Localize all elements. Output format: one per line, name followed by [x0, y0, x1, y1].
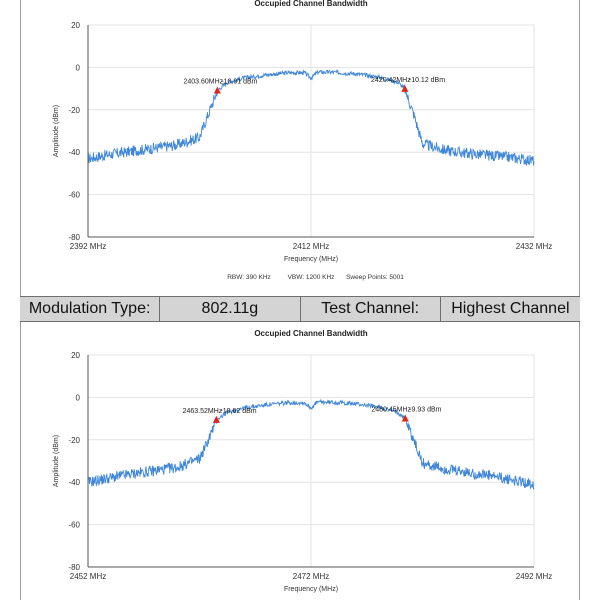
marker-frequency-label: 2463.52MHz	[183, 408, 223, 415]
x-tick-label: 2492 MHz	[516, 572, 552, 581]
bandwidth-marker-1	[213, 86, 221, 94]
x-tick-label: 2452 MHz	[70, 572, 106, 581]
y-tick-label: -80	[68, 563, 80, 572]
x-axis-label: Frequency (MHz)	[284, 256, 338, 263]
y-tick-label: -20	[68, 106, 80, 115]
y-tick-label: -60	[68, 521, 80, 530]
y-tick-label: -80	[68, 233, 80, 242]
x-tick-label: 2432 MHz	[516, 242, 552, 251]
y-tick-label: 20	[71, 21, 80, 30]
test-channel-value: Highest Channel	[451, 300, 570, 317]
marker-frequency-label: 2420.42MHz	[371, 77, 411, 84]
y-axis-label: Amplitude (dBm)	[53, 105, 60, 157]
marker-frequency-label: 2480.45MHz	[371, 406, 411, 413]
y-tick-label: -40	[68, 148, 80, 157]
y-tick-label: 20	[71, 351, 80, 360]
marker-amplitude-label: -9.93 dBm	[409, 406, 441, 413]
test-info-bar: Modulation Type: 802.11g Test Channel: H…	[20, 296, 580, 322]
occupied-bandwidth-chart-1: Occupied Channel Bandwidth 20 0 -20 -40 -60 -8…	[53, 0, 552, 281]
footer-sweep-points: Sweep Points: 5001	[346, 274, 404, 281]
footer-rbw: RBW: 390 KHz	[227, 274, 271, 281]
chart-title: Occupied Channel Bandwidth	[254, 329, 367, 338]
test-channel-label: Test Channel:	[301, 297, 441, 321]
bandwidth-marker-2	[401, 84, 409, 92]
x-tick-label: 2392 MHz	[70, 242, 106, 251]
modulation-type-value: 802.11g	[160, 297, 301, 321]
y-tick-label: -40	[68, 478, 80, 487]
occupied-bandwidth-chart-2: Occupied Channel Bandwidth 20 0 -20 -40 -60 -8…	[53, 329, 552, 593]
y-tick-label: 0	[76, 63, 81, 72]
marker-amplitude-label: -10.62 dBm	[220, 408, 256, 415]
y-tick-label: 0	[76, 393, 81, 402]
marker-amplitude-label: -10.91 dBm	[221, 79, 257, 86]
y-tick-label: -20	[68, 436, 80, 445]
footer-vbw: VBW: 1200 KHz	[288, 274, 335, 281]
x-tick-label: 2412 MHz	[293, 242, 329, 251]
spectrum-trace	[87, 68, 535, 167]
spectrum-trace	[87, 398, 535, 490]
modulation-type-label: Modulation Type:	[20, 297, 161, 321]
chart-title: Occupied Channel Bandwidth	[254, 0, 367, 8]
x-axis-label: Frequency (MHz)	[284, 586, 338, 593]
y-tick-label: -60	[68, 191, 80, 200]
marker-frequency-label: 2403.60MHz	[183, 79, 223, 86]
bandwidth-marker-1	[212, 415, 220, 423]
bandwidth-marker-2	[401, 414, 409, 422]
x-tick-label: 2472 MHz	[293, 572, 329, 581]
y-axis-label: Amplitude (dBm)	[53, 435, 60, 487]
marker-amplitude-label: -10.12 dBm	[409, 77, 445, 84]
